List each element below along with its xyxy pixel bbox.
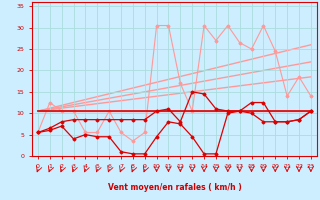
X-axis label: Vent moyen/en rafales ( km/h ): Vent moyen/en rafales ( km/h ) <box>108 183 241 192</box>
